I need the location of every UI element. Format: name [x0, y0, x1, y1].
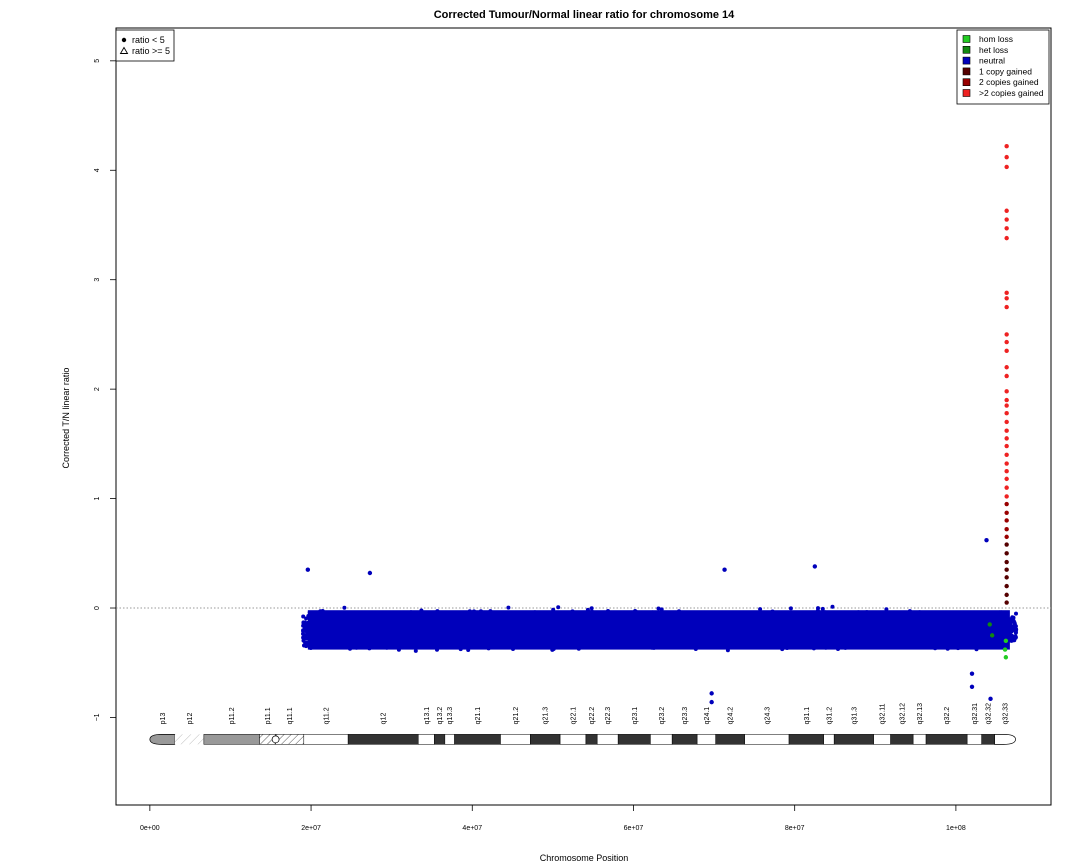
neutral-point	[1014, 611, 1018, 616]
plot-area	[116, 55, 1051, 705]
neutral-point	[302, 643, 306, 648]
neutral-point	[589, 606, 594, 611]
neutral-point	[1010, 617, 1015, 622]
neutral-point	[301, 631, 305, 636]
chart-title: Corrected Tumour/Normal linear ratio for…	[434, 9, 735, 21]
neutral-point	[413, 648, 418, 653]
neutral-point	[820, 606, 825, 611]
x-axis-label: Chromosome Position	[540, 853, 629, 863]
neutral-point	[1013, 634, 1018, 639]
neutral-point	[301, 620, 306, 625]
neutral-point	[656, 606, 661, 611]
neutral-cloud	[301, 604, 1019, 653]
neutral-point	[302, 626, 307, 631]
neutral-point	[506, 605, 511, 610]
neutral-point	[758, 607, 763, 612]
neutral-point	[816, 606, 820, 611]
neutral-point	[342, 605, 347, 610]
neutral-point	[304, 616, 309, 621]
neutral-point	[301, 614, 306, 619]
plot-frame	[115, 27, 1052, 806]
neutral-point	[788, 606, 793, 611]
neutral-point	[830, 604, 835, 609]
y-axis-label: Corrected T/N linear ratio	[61, 368, 71, 469]
neutral-point	[301, 638, 306, 643]
neutral-point	[556, 605, 561, 610]
